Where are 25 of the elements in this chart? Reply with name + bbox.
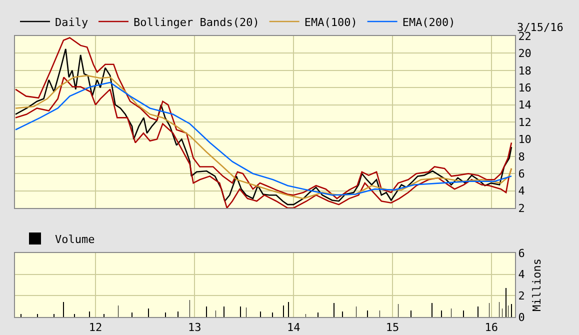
- x-tick-label: 15: [386, 321, 400, 334]
- x-tick-label: 14: [286, 321, 301, 334]
- y-tick-label: 6: [518, 167, 525, 180]
- y-tick-label: 6: [518, 246, 525, 260]
- y-tick-label: 8: [518, 150, 525, 164]
- y-tick-label: 0: [518, 310, 525, 324]
- y-tick-label: 14: [518, 98, 532, 112]
- x-tick-label: 16: [484, 321, 498, 334]
- y-tick-label: 4: [518, 268, 526, 282]
- y-tick-label: 2: [518, 202, 525, 215]
- y-axis-title: Millions: [530, 258, 544, 312]
- legend-label: Volume: [55, 232, 95, 246]
- y-tick-label: 12: [518, 116, 532, 129]
- legend-label: Bollinger Bands(20): [133, 16, 260, 29]
- x-tick-label: 13: [188, 321, 202, 334]
- y-tick-label: 4: [518, 184, 526, 198]
- legend-label: EMA(200): [402, 16, 456, 29]
- y-tick-label: 20: [518, 47, 532, 60]
- y-tick-label: 2: [518, 290, 525, 303]
- y-tick-label: 16: [518, 81, 532, 94]
- y-tick-label: 10: [518, 133, 532, 146]
- x-tick-label: 12: [88, 321, 102, 334]
- y-tick-label: 18: [518, 64, 532, 78]
- legend-label: Daily: [55, 16, 88, 29]
- legend-label: EMA(100): [304, 16, 358, 29]
